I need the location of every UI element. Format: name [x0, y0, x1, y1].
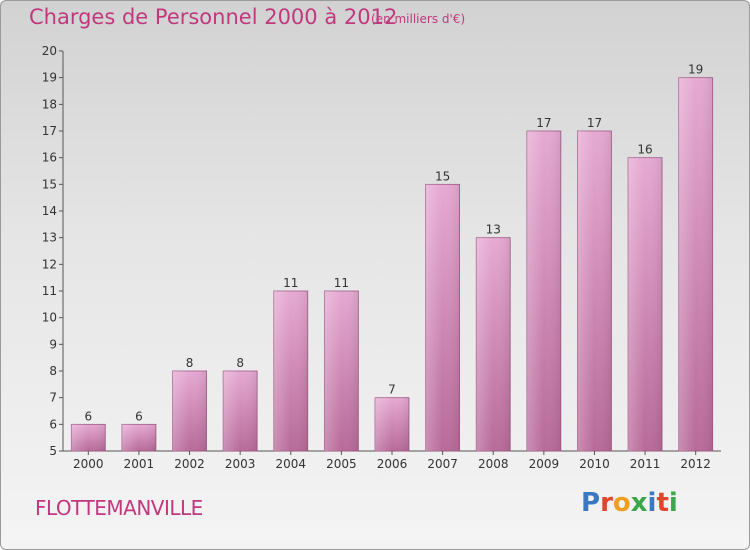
- x-tick-label: 2009: [529, 457, 560, 471]
- data-label: 7: [388, 383, 396, 397]
- bar-shine: [324, 291, 359, 451]
- y-tick-label: 18: [42, 97, 57, 111]
- data-label: 17: [587, 116, 602, 130]
- x-tick-label: 2003: [225, 457, 256, 471]
- proxiti-logo[interactable]: Proxiti: [581, 488, 678, 518]
- chart-title: Charges de Personnel 2000 à 2012: [29, 5, 398, 29]
- y-tick-label: 8: [49, 364, 57, 378]
- y-tick-label: 20: [42, 44, 57, 58]
- chart-subtitle: (en milliers d'€): [371, 12, 466, 26]
- y-tick-label: 14: [42, 204, 57, 218]
- bar-shine: [628, 157, 663, 451]
- x-tick-label: 2002: [174, 457, 205, 471]
- x-tick-label: 2001: [124, 457, 155, 471]
- x-tick-label: 2005: [326, 457, 357, 471]
- bar-shine: [172, 371, 207, 451]
- y-tick-label: 19: [42, 71, 57, 85]
- bar-shine: [476, 237, 511, 451]
- data-label: 16: [637, 143, 652, 157]
- y-tick-label: 16: [42, 151, 57, 165]
- y-tick-label: 6: [49, 417, 57, 431]
- y-tick-label: 11: [42, 284, 57, 298]
- x-tick-label: 2006: [377, 457, 408, 471]
- y-tick-label: 13: [42, 231, 57, 245]
- bar-shine: [425, 184, 460, 452]
- bar-shine: [526, 131, 561, 451]
- data-label: 11: [283, 276, 298, 290]
- data-label: 8: [186, 356, 194, 370]
- x-tick-label: 2007: [427, 457, 458, 471]
- x-tick-label: 2004: [275, 457, 306, 471]
- data-label: 6: [84, 409, 92, 423]
- bar-shine: [121, 424, 156, 451]
- plot-area: 5 6 7 8 9 10 11 12 13 14 15 16 17 18 19 20 6 2000 6 2001 8 20…: [42, 44, 721, 471]
- y-tick-label: 12: [42, 257, 57, 271]
- data-label: 6: [135, 409, 143, 423]
- commune-name: FLOTTEMANVILLE: [35, 496, 203, 520]
- data-label: 13: [486, 223, 501, 237]
- y-tick-label: 10: [42, 311, 57, 325]
- y-tick-label: 15: [42, 177, 57, 191]
- x-tick-label: 2010: [579, 457, 610, 471]
- x-tick-label: 2008: [478, 457, 509, 471]
- bar-shine: [273, 291, 308, 451]
- bar-shine: [375, 397, 409, 451]
- data-label: 19: [688, 63, 703, 77]
- bar-shine: [678, 77, 713, 452]
- x-tick-label: 2012: [680, 457, 711, 471]
- bar-shine: [71, 424, 106, 451]
- data-label: 15: [435, 169, 450, 183]
- y-tick-label: 9: [49, 337, 57, 351]
- bar-shine: [577, 131, 612, 451]
- data-label: 17: [536, 116, 551, 130]
- y-tick-label: 5: [49, 444, 57, 458]
- y-tick-label: 17: [42, 124, 57, 138]
- x-tick-label: 2000: [73, 457, 104, 471]
- data-label: 11: [334, 276, 349, 290]
- bar-shine: [223, 371, 258, 451]
- y-tick-label: 7: [49, 391, 57, 405]
- x-tick-label: 2011: [630, 457, 661, 471]
- data-label: 8: [236, 356, 244, 370]
